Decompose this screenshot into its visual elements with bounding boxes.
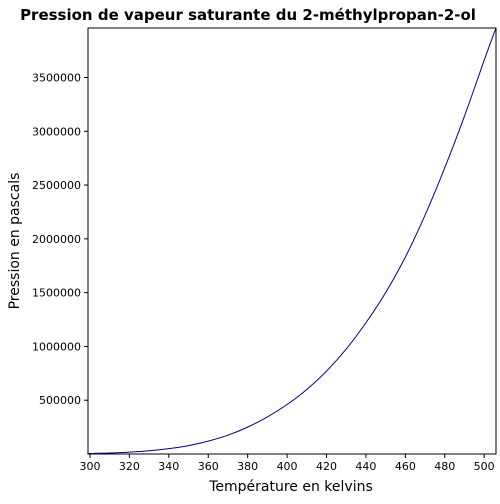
x-tick-label: 480	[434, 460, 455, 473]
x-axis-label: Température en kelvins	[208, 479, 373, 495]
chart-title: Pression de vapeur saturante du 2-méthyl…	[20, 6, 476, 24]
x-tick-label: 400	[277, 460, 298, 473]
x-tick-label: 340	[158, 460, 179, 473]
y-axis-ticks: 500000 1000000 1500000 2000000 2500000 300000…	[32, 71, 88, 407]
series-layer	[87, 27, 497, 455]
x-tick-label: 300	[79, 460, 100, 473]
y-tick-label: 1500000	[32, 287, 81, 300]
x-tick-label: 420	[316, 460, 337, 473]
x-tick-label: 440	[355, 460, 376, 473]
x-tick-label: 380	[237, 460, 258, 473]
plot-frame	[87, 27, 497, 455]
x-tick-label: 460	[395, 460, 416, 473]
vapor-pressure-line	[87, 27, 497, 455]
y-tick-label: 2500000	[32, 179, 81, 192]
x-tick-label: 500	[474, 460, 495, 473]
y-tick-label: 2000000	[32, 233, 81, 246]
y-tick-label: 1000000	[32, 340, 81, 353]
y-tick-label: 3000000	[32, 125, 81, 138]
x-axis-ticks: 300 320 340 360 380 400 420 440 460 480 500	[79, 454, 495, 473]
y-tick-label: 3500000	[32, 71, 81, 84]
x-tick-label: 360	[198, 460, 219, 473]
x-tick-label: 320	[119, 460, 140, 473]
y-tick-label: 500000	[39, 394, 81, 407]
y-axis-label: Pression en pascals	[7, 173, 23, 310]
